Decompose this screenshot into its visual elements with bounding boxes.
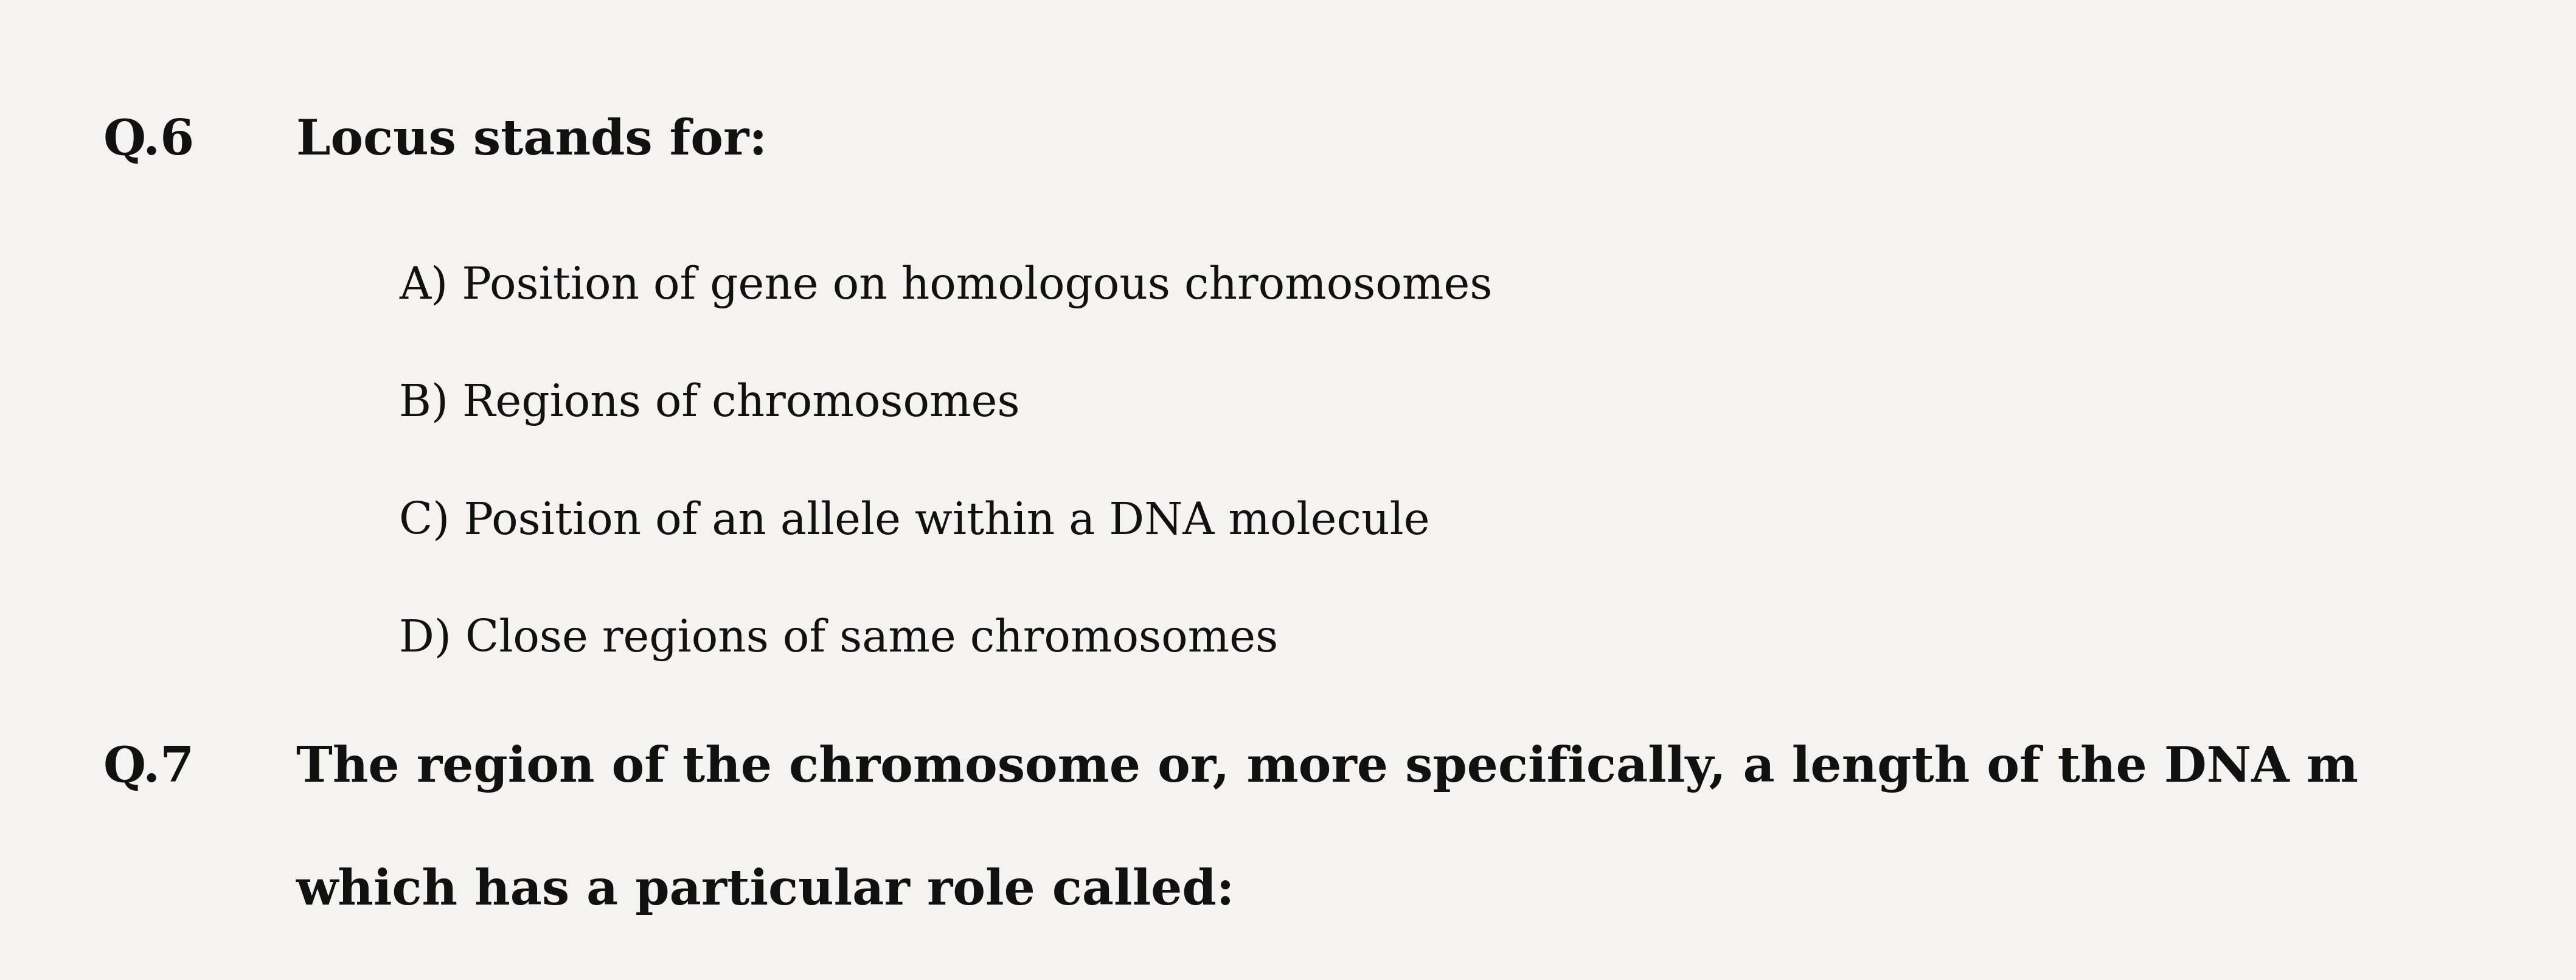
Text: Locus stands for:: Locus stands for:: [296, 118, 768, 165]
Text: A) Position of gene on homologous chromosomes: A) Position of gene on homologous chromo…: [399, 265, 1492, 308]
Text: B) Regions of chromosomes: B) Regions of chromosomes: [399, 382, 1020, 425]
Text: Q.6: Q.6: [103, 118, 193, 165]
Text: D) Close regions of same chromosomes: D) Close regions of same chromosomes: [399, 617, 1278, 661]
Text: Q.7: Q.7: [103, 745, 193, 792]
Text: C) Position of an allele within a DNA molecule: C) Position of an allele within a DNA mo…: [399, 500, 1430, 543]
Text: The region of the chromosome or, more specifically, a length of the DNA m: The region of the chromosome or, more sp…: [296, 745, 2357, 793]
Text: which has a particular role called:: which has a particular role called:: [296, 867, 1234, 914]
